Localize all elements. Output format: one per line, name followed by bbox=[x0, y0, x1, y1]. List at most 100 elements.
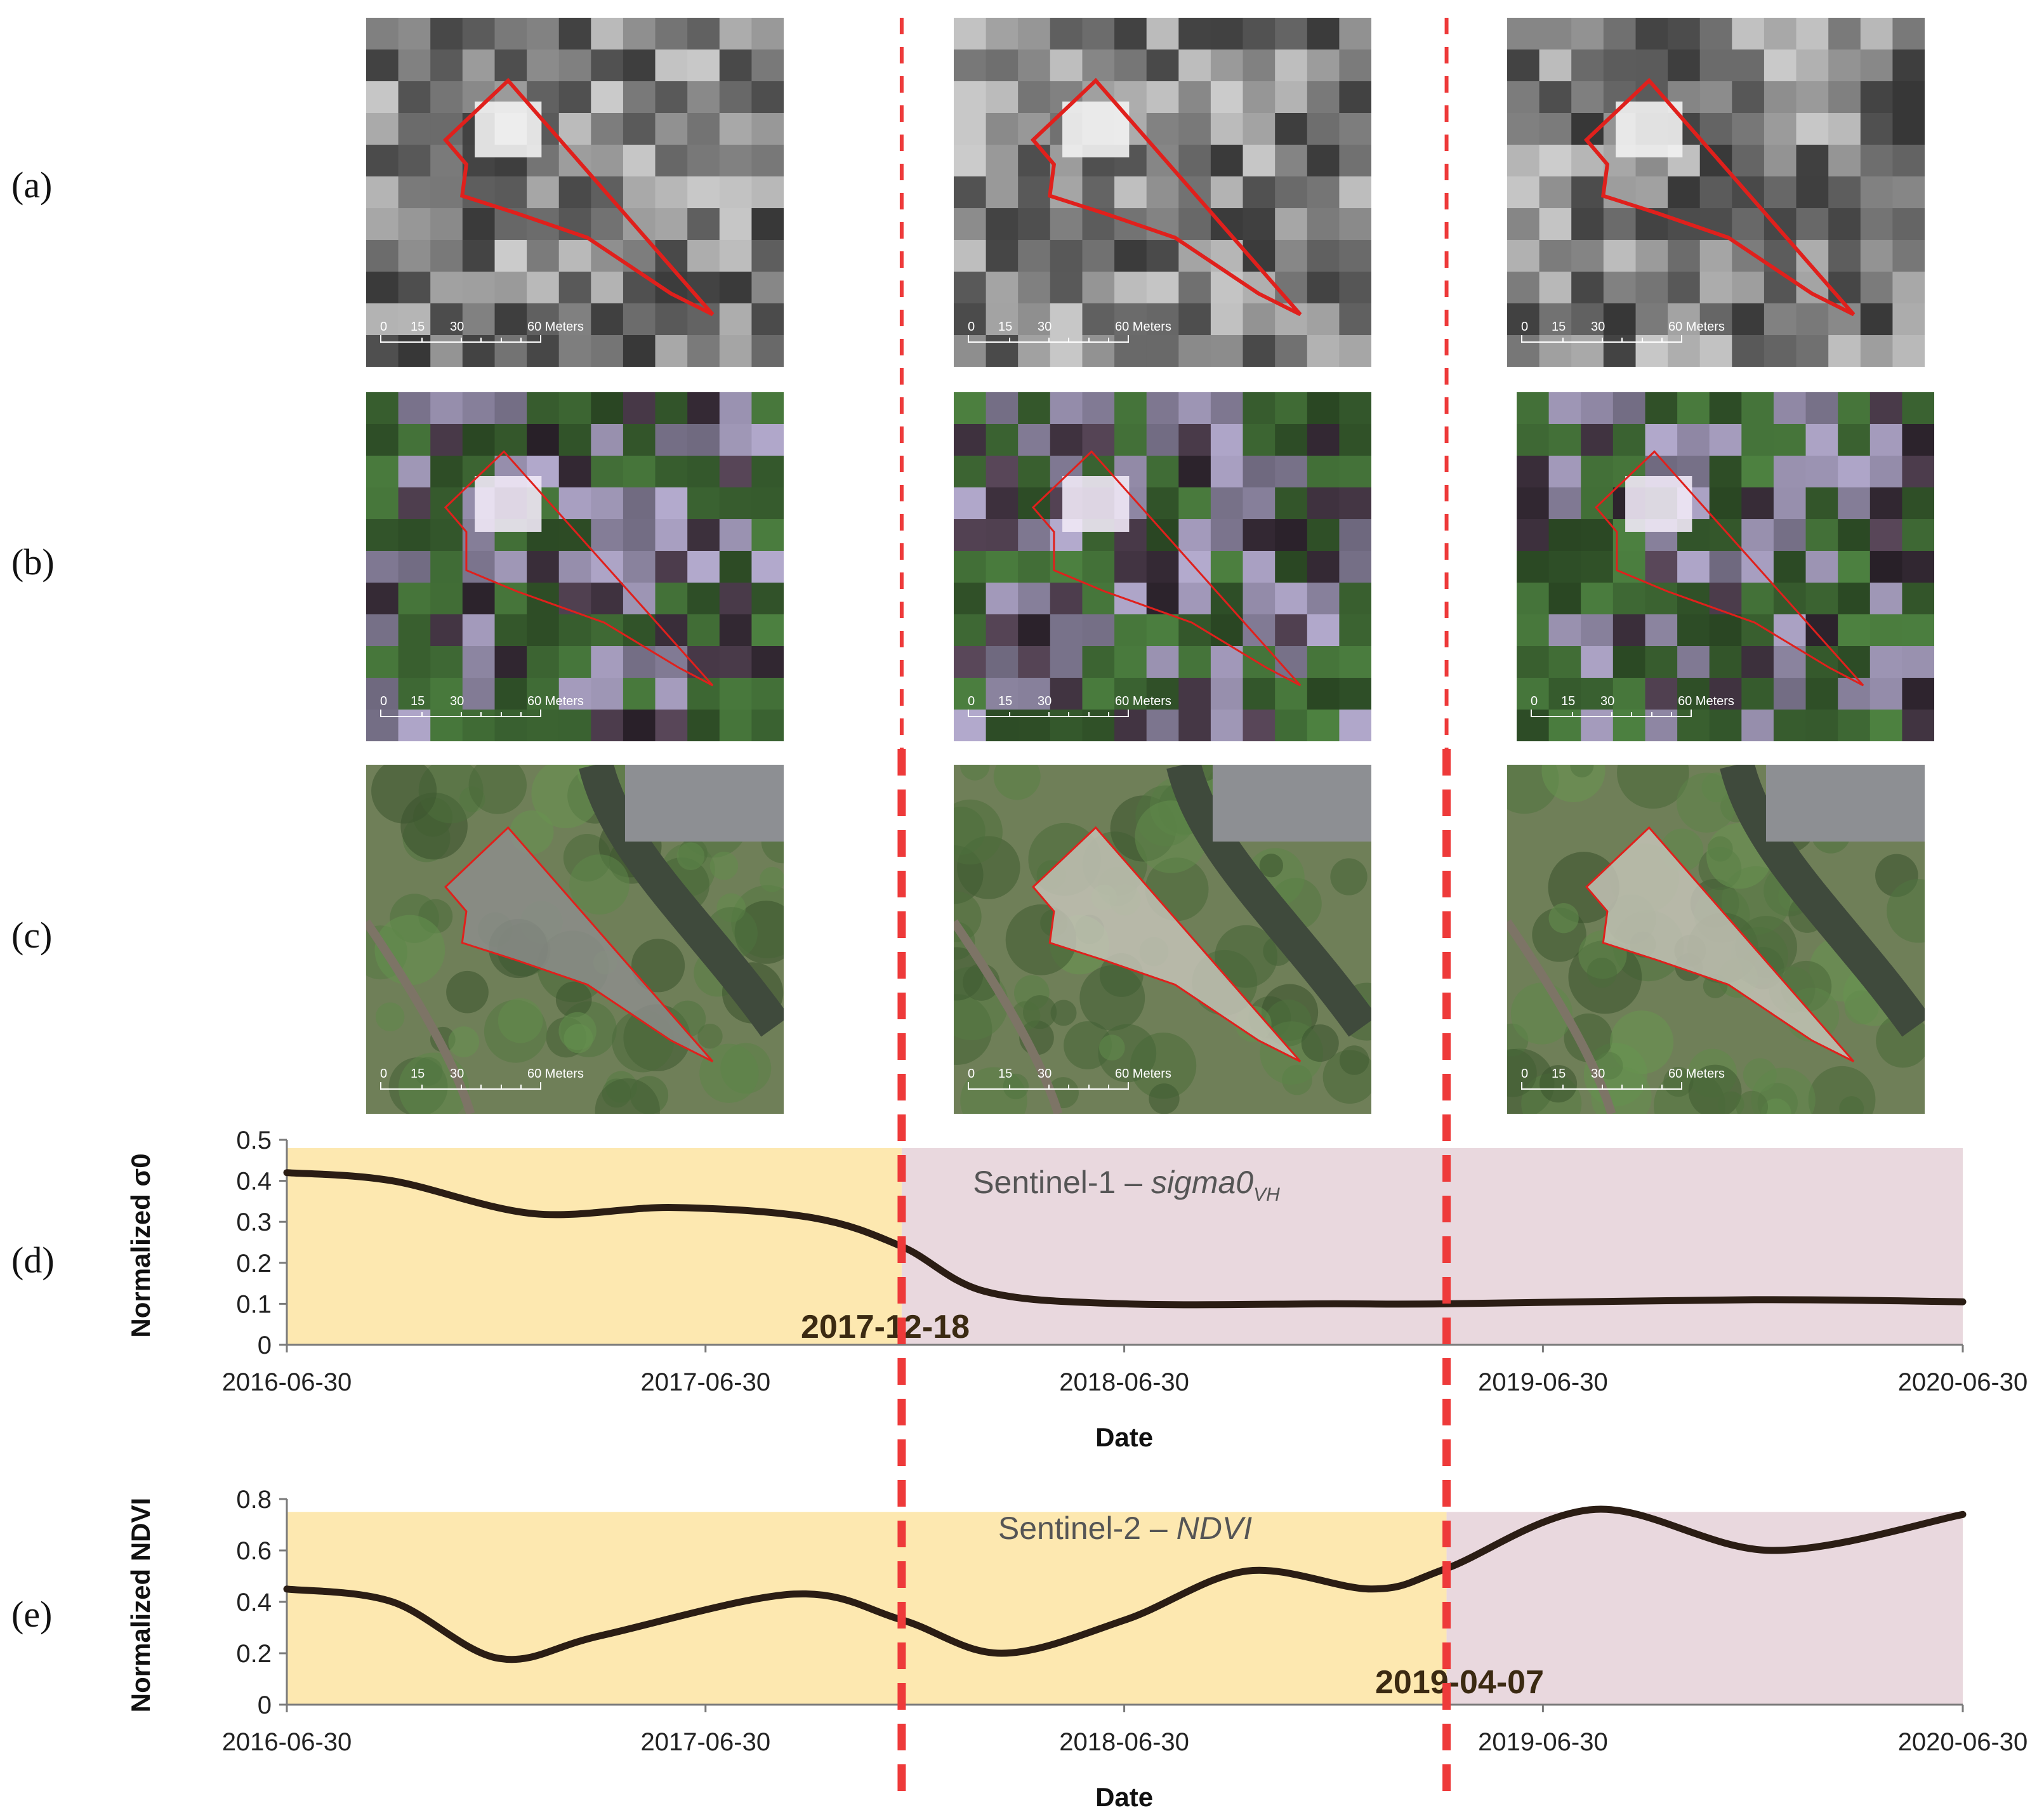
chart-e: 2016-06-30 2017-06-30 2018-06-30 2019-06-30… bbox=[126, 1486, 2028, 1812]
scale-bar-line bbox=[1531, 710, 1692, 717]
y-tick-label: 0 bbox=[258, 1331, 272, 1359]
scale-bar-tick-label: 30 bbox=[450, 1067, 465, 1081]
panel-image-c-1 bbox=[366, 765, 784, 1114]
scale-bar-tick-label: 30 bbox=[1038, 1067, 1052, 1081]
scale-bar-tick-label: 0 bbox=[1531, 694, 1538, 708]
row-label-e: (e) bbox=[11, 1594, 53, 1635]
scale-bar-tick-label: 15 bbox=[411, 694, 425, 708]
scale-bar: 0 15 30 60 Meters bbox=[968, 1067, 1184, 1090]
x-tick-label: 2016-06-30 bbox=[222, 1368, 352, 1396]
scale-bar: 0 15 30 60 Meters bbox=[968, 694, 1184, 717]
image-panel-c-2: 0 15 30 60 Meters bbox=[954, 765, 1371, 1114]
scale-bar-line bbox=[968, 710, 1129, 717]
x-tick-label: 2018-06-30 bbox=[1059, 1728, 1189, 1756]
scale-bar-tick-label: 60 Meters bbox=[1115, 1067, 1171, 1081]
panel-image-c-2 bbox=[954, 765, 1371, 1114]
scale-bar-tick-label: 15 bbox=[998, 694, 1013, 708]
scale-bar-line bbox=[380, 335, 541, 343]
scale-bar-tick-label: 15 bbox=[1561, 694, 1576, 708]
x-tick-label: 2017-06-30 bbox=[640, 1728, 770, 1756]
scale-bar: 0 15 30 60 Meters bbox=[1521, 320, 1737, 343]
x-tick-label: 2017-06-30 bbox=[640, 1368, 770, 1396]
scale-bar-tick-label: 0 bbox=[380, 320, 388, 334]
x-tick-label: 2019-06-30 bbox=[1478, 1728, 1608, 1756]
scale-bar: 0 15 30 60 Meters bbox=[1521, 1067, 1737, 1090]
x-axis-title: Date bbox=[1095, 1422, 1153, 1452]
scale-bar-tick-label: 60 Meters bbox=[1668, 320, 1725, 334]
scale-bar: 0 15 30 60 Meters bbox=[380, 1067, 596, 1090]
y-tick-label: 0.4 bbox=[236, 1168, 272, 1196]
scale-bar-tick-label: 0 bbox=[968, 694, 975, 708]
scale-bar-tick-label: 30 bbox=[1600, 694, 1615, 708]
scale-bar-line bbox=[380, 710, 541, 717]
row-label-a: (a) bbox=[11, 164, 53, 206]
image-panel-c-3: 0 15 30 60 Meters bbox=[1507, 765, 1925, 1114]
scale-bar-tick-label: 30 bbox=[1591, 320, 1606, 334]
scale-bar-tick-label: 15 bbox=[998, 320, 1013, 334]
x-tick-label: 2020-06-30 bbox=[1898, 1368, 2028, 1396]
scale-bar-tick-label: 30 bbox=[450, 694, 465, 708]
scale-bar-tick-label: 15 bbox=[1552, 1067, 1566, 1081]
row-label-c: (c) bbox=[11, 915, 53, 956]
image-panel-b-2: 0 15 30 60 Meters bbox=[954, 392, 1371, 741]
scale-bar-tick-label: 15 bbox=[411, 1067, 425, 1081]
image-panel-a-1: 0 15 30 60 Meters bbox=[366, 18, 784, 367]
scale-bar-tick-label: 60 Meters bbox=[1115, 694, 1171, 708]
scale-bar-line bbox=[1521, 1082, 1682, 1090]
y-tick-label: 0.6 bbox=[236, 1537, 272, 1565]
panel-image-a-3 bbox=[1507, 18, 1925, 367]
image-panel-a-2: 0 15 30 60 Meters bbox=[954, 18, 1371, 367]
scale-bar-tick-label: 60 Meters bbox=[527, 320, 584, 334]
panel-image-a-1 bbox=[366, 18, 784, 367]
scale-bar-tick-label: 30 bbox=[1038, 694, 1052, 708]
panel-image-b-2 bbox=[954, 392, 1371, 741]
scale-bar-tick-label: 15 bbox=[411, 320, 425, 334]
scale-bar-line bbox=[380, 1082, 541, 1090]
y-tick-label: 0.4 bbox=[236, 1589, 272, 1616]
scale-bar-tick-label: 30 bbox=[1038, 320, 1052, 334]
scale-bar-line bbox=[968, 335, 1129, 343]
scale-bar: 0 15 30 60 Meters bbox=[380, 320, 596, 343]
scale-bar: 0 15 30 60 Meters bbox=[380, 694, 596, 717]
scale-bar-tick-label: 30 bbox=[450, 320, 465, 334]
scale-bar-tick-label: 30 bbox=[1591, 1067, 1606, 1081]
y-tick-label: 0.2 bbox=[236, 1640, 272, 1668]
scale-bar-tick-label: 0 bbox=[380, 1067, 388, 1081]
x-axis-title: Date bbox=[1095, 1782, 1153, 1812]
panel-image-a-2 bbox=[954, 18, 1371, 367]
scale-bar-tick-label: 15 bbox=[998, 1067, 1013, 1081]
y-tick-label: 0.5 bbox=[236, 1127, 272, 1154]
scale-bar-tick-label: 0 bbox=[968, 1067, 975, 1081]
y-axis-title: Normalized σ0 bbox=[126, 1153, 155, 1337]
scale-bar-tick-label: 0 bbox=[1521, 1067, 1529, 1081]
image-panel-b-3: 0 15 30 60 Meters bbox=[1517, 392, 1934, 741]
image-panel-b-1: 0 15 30 60 Meters bbox=[366, 392, 784, 741]
after-change-region-d bbox=[901, 1147, 1963, 1345]
y-axis-title: Normalized NDVI bbox=[126, 1498, 155, 1712]
y-tick-label: 0.2 bbox=[236, 1250, 272, 1278]
chart-title: Sentinel-2 – NDVI bbox=[998, 1510, 1252, 1546]
scale-bar-tick-label: 15 bbox=[1552, 320, 1566, 334]
x-tick-label: 2020-06-30 bbox=[1898, 1728, 2028, 1756]
row-label-b: (b) bbox=[11, 541, 55, 583]
series-line-e bbox=[283, 1505, 1967, 1663]
row-label-d: (d) bbox=[11, 1239, 55, 1281]
scale-bar-tick-label: 0 bbox=[1521, 320, 1529, 334]
scale-bar-tick-label: 60 Meters bbox=[1678, 694, 1734, 708]
change-date-label-d: 2017-12-18 bbox=[801, 1309, 970, 1345]
scale-bar-tick-label: 0 bbox=[968, 320, 975, 334]
image-panel-a-3: 0 15 30 60 Meters bbox=[1507, 18, 1925, 367]
x-tick-label: 2018-06-30 bbox=[1059, 1368, 1189, 1396]
panel-image-b-3 bbox=[1517, 392, 1934, 741]
y-tick-label: 0.3 bbox=[236, 1208, 272, 1236]
x-tick-label: 2016-06-30 bbox=[222, 1728, 352, 1756]
scale-bar: 0 15 30 60 Meters bbox=[1531, 694, 1746, 717]
y-tick-label: 0 bbox=[258, 1691, 272, 1719]
panel-image-b-1 bbox=[366, 392, 784, 741]
after-change-region-e bbox=[1446, 1512, 1963, 1705]
scale-bar-tick-label: 60 Meters bbox=[1115, 320, 1171, 334]
chart-d: 2016-06-30 2017-06-30 2018-06-30 2019-06-30… bbox=[126, 1127, 2028, 1452]
change-date-label-e: 2019-04-07 bbox=[1375, 1664, 1544, 1701]
scale-bar-line bbox=[1521, 335, 1682, 343]
